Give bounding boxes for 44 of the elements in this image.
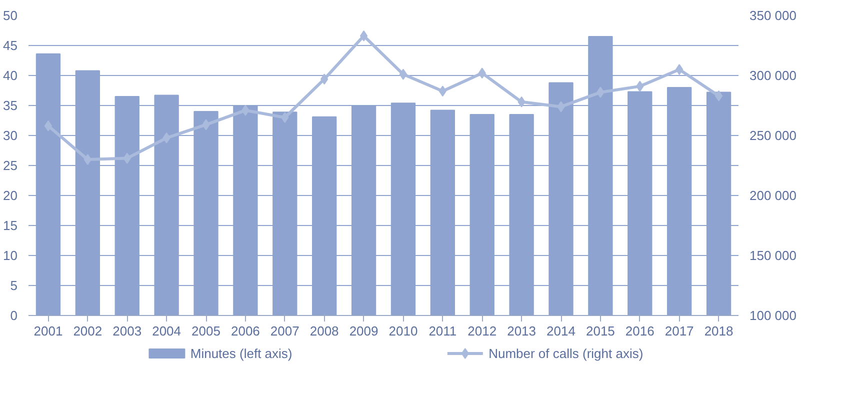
y-tick-label: 40 (3, 68, 18, 83)
y2-tick-label: 150 000 (750, 248, 796, 263)
y-tick-label: 25 (3, 158, 18, 173)
x-tick-label: 2016 (625, 324, 654, 338)
x-tick-label: 2006 (230, 324, 260, 338)
y-tick-label: 20 (3, 188, 18, 203)
x-tick-label: 2011 (428, 324, 457, 338)
x-tick-label: 2010 (388, 324, 418, 338)
point (84, 154, 92, 165)
x-tick-label: 2003 (112, 324, 142, 338)
y-tick-label: 5 (10, 278, 18, 293)
x-tick-label: 2007 (270, 324, 300, 338)
legend-label: Number of calls (right axis) (488, 346, 644, 361)
x-tick-label: 2013 (507, 324, 536, 338)
point (281, 112, 289, 123)
y2-tick-label: 100 000 (750, 308, 796, 323)
point (399, 68, 408, 80)
y-tick-label: 10 (3, 248, 18, 263)
y-tick-label: 35 (3, 98, 18, 113)
x-tick-label: 2014 (546, 324, 576, 338)
y-tick-label: 15 (3, 218, 18, 233)
x-tick-label: 2001 (34, 324, 63, 338)
x-tick-label: 2008 (310, 324, 339, 338)
y2-tick-label: 300 000 (750, 68, 796, 83)
x-tick-label: 2012 (468, 324, 497, 338)
y2-tick-label: 350 000 (750, 8, 796, 23)
y2-tick-label: 200 000 (750, 188, 796, 203)
y-tick-label: 45 (3, 38, 18, 53)
x-tick-label: 2018 (704, 324, 734, 338)
x-tick-label: 2004 (152, 324, 182, 338)
x-tick-label: 2009 (349, 324, 378, 338)
point (714, 90, 723, 102)
y2-tick-label: 250 000 (750, 128, 796, 143)
y-tick-label: 0 (10, 308, 18, 323)
y-tick-label: 50 (3, 8, 18, 23)
y-tick-label: 30 (3, 128, 18, 143)
point (44, 120, 52, 132)
point (676, 64, 684, 75)
x-tick-label: 2015 (586, 324, 615, 338)
point (360, 30, 368, 42)
legend-label: Minutes (left axis) (190, 346, 292, 361)
x-tick-label: 2017 (664, 324, 694, 338)
x-tick-label: 2002 (73, 324, 102, 338)
x-tick-label: 2005 (192, 324, 220, 338)
